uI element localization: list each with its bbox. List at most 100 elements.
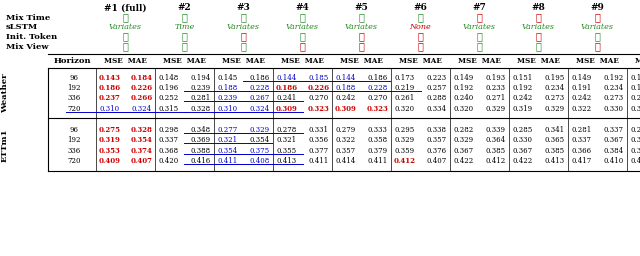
Text: 0.277: 0.277 [218,126,237,134]
Text: 0.284: 0.284 [630,126,640,134]
Text: 0.414: 0.414 [335,157,356,165]
Text: MSE  MAE: MSE MAE [399,57,442,65]
Text: 0.288: 0.288 [426,94,447,102]
Text: 0.368: 0.368 [159,147,179,155]
Text: 0.252: 0.252 [159,94,179,102]
Text: 0.333: 0.333 [367,126,387,134]
Text: ETTm1: ETTm1 [1,129,9,162]
Text: 0.385: 0.385 [485,147,506,155]
Text: MSE  MAE: MSE MAE [458,57,501,65]
Text: None: None [410,23,431,31]
Text: 0.337: 0.337 [159,136,179,144]
Text: ✗: ✗ [358,42,364,51]
Text: 0.191: 0.191 [572,84,592,92]
Text: ✓: ✓ [182,33,188,41]
Text: #9: #9 [591,4,604,13]
Text: 0.411: 0.411 [367,157,388,165]
Text: ✗: ✗ [241,33,246,41]
Text: ✓: ✓ [536,42,541,51]
Text: 0.266: 0.266 [131,94,152,102]
Text: 0.422: 0.422 [454,157,474,165]
Text: ✓: ✓ [477,33,483,41]
Text: 0.337: 0.337 [604,126,623,134]
Text: 0.315: 0.315 [159,105,179,113]
Text: 0.237: 0.237 [99,94,120,102]
Text: Variates: Variates [345,23,378,31]
Text: 0.355: 0.355 [276,147,296,155]
Text: 0.413: 0.413 [545,157,564,165]
Text: 0.353: 0.353 [99,147,120,155]
Text: ✗: ✗ [595,14,600,23]
Text: 0.242: 0.242 [335,94,356,102]
Text: 0.298: 0.298 [159,126,179,134]
Text: 0.273: 0.273 [545,94,564,102]
Text: ✓: ✓ [300,33,305,41]
Text: 0.233: 0.233 [485,84,506,92]
Text: #4: #4 [296,4,309,13]
Text: Horizon: Horizon [53,57,91,65]
Text: 0.320: 0.320 [394,105,415,113]
Text: 0.267: 0.267 [250,94,269,102]
Text: 0.186: 0.186 [367,74,388,82]
Text: 0.337: 0.337 [572,136,591,144]
Text: ✓: ✓ [123,14,129,23]
Text: MSE  MAE: MSE MAE [517,57,560,65]
Text: 0.367: 0.367 [513,147,532,155]
Text: #6: #6 [413,4,428,13]
Text: 0.279: 0.279 [335,126,356,134]
Text: 0.242: 0.242 [572,94,592,102]
Text: 0.310: 0.310 [218,105,237,113]
Text: Variates: Variates [286,23,319,31]
Text: 0.329: 0.329 [545,105,564,113]
Text: ✓: ✓ [123,33,129,41]
Text: ✗: ✗ [417,42,424,51]
Text: 0.323: 0.323 [308,105,330,113]
Text: 0.228: 0.228 [367,84,388,92]
Text: ✗: ✗ [595,42,600,51]
Text: #7: #7 [472,4,486,13]
Text: 0.422: 0.422 [513,157,532,165]
Text: 0.240: 0.240 [454,94,474,102]
Text: 0.335: 0.335 [630,136,640,144]
Text: 0.334: 0.334 [426,105,447,113]
Text: ✓: ✓ [123,42,129,51]
Text: 0.144: 0.144 [276,74,297,82]
Text: 0.416: 0.416 [190,157,211,165]
Text: 0.420: 0.420 [159,157,179,165]
Text: #5: #5 [355,4,369,13]
Text: 0.410: 0.410 [604,157,623,165]
Text: 720: 720 [68,105,81,113]
Text: 0.188: 0.188 [218,84,237,92]
Text: 0.338: 0.338 [426,126,447,134]
Text: Variates: Variates [109,23,142,31]
Text: 0.412: 0.412 [485,157,506,165]
Text: 0.234: 0.234 [545,84,564,92]
Text: 0.369: 0.369 [190,136,211,144]
Text: 0.309: 0.309 [335,105,356,113]
Text: 0.271: 0.271 [485,94,506,102]
Text: 0.149: 0.149 [454,74,474,82]
Text: 0.366: 0.366 [630,147,640,155]
Text: #8: #8 [532,4,545,13]
Text: 0.411: 0.411 [308,157,328,165]
Text: 0.149: 0.149 [572,74,592,82]
Text: ✓: ✓ [417,14,424,23]
Text: 0.331: 0.331 [308,126,328,134]
Text: 0.239: 0.239 [218,94,237,102]
Text: 0.261: 0.261 [394,94,415,102]
Text: 0.192: 0.192 [604,74,623,82]
Text: 0.407: 0.407 [131,157,152,165]
Text: 0.413: 0.413 [276,157,296,165]
Text: Time: Time [174,23,195,31]
Text: 0.281: 0.281 [572,126,592,134]
Text: 0.185: 0.185 [308,74,328,82]
Text: 0.242: 0.242 [513,94,532,102]
Text: 0.364: 0.364 [485,136,506,144]
Text: 0.339: 0.339 [485,126,506,134]
Text: Init. Token: Init. Token [6,33,57,41]
Text: 0.328: 0.328 [190,105,211,113]
Text: 0.192: 0.192 [454,84,474,92]
Text: 0.319: 0.319 [99,136,120,144]
Text: 0.348: 0.348 [190,126,211,134]
Text: 0.186: 0.186 [275,84,298,92]
